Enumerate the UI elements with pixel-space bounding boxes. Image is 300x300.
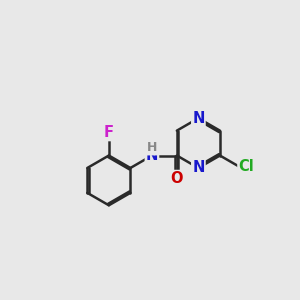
- Text: H: H: [147, 141, 157, 154]
- Text: N: N: [192, 111, 205, 126]
- Text: N: N: [192, 160, 205, 175]
- Text: F: F: [104, 125, 114, 140]
- Text: O: O: [171, 171, 183, 186]
- Text: Cl: Cl: [238, 159, 254, 174]
- Text: N: N: [146, 148, 158, 163]
